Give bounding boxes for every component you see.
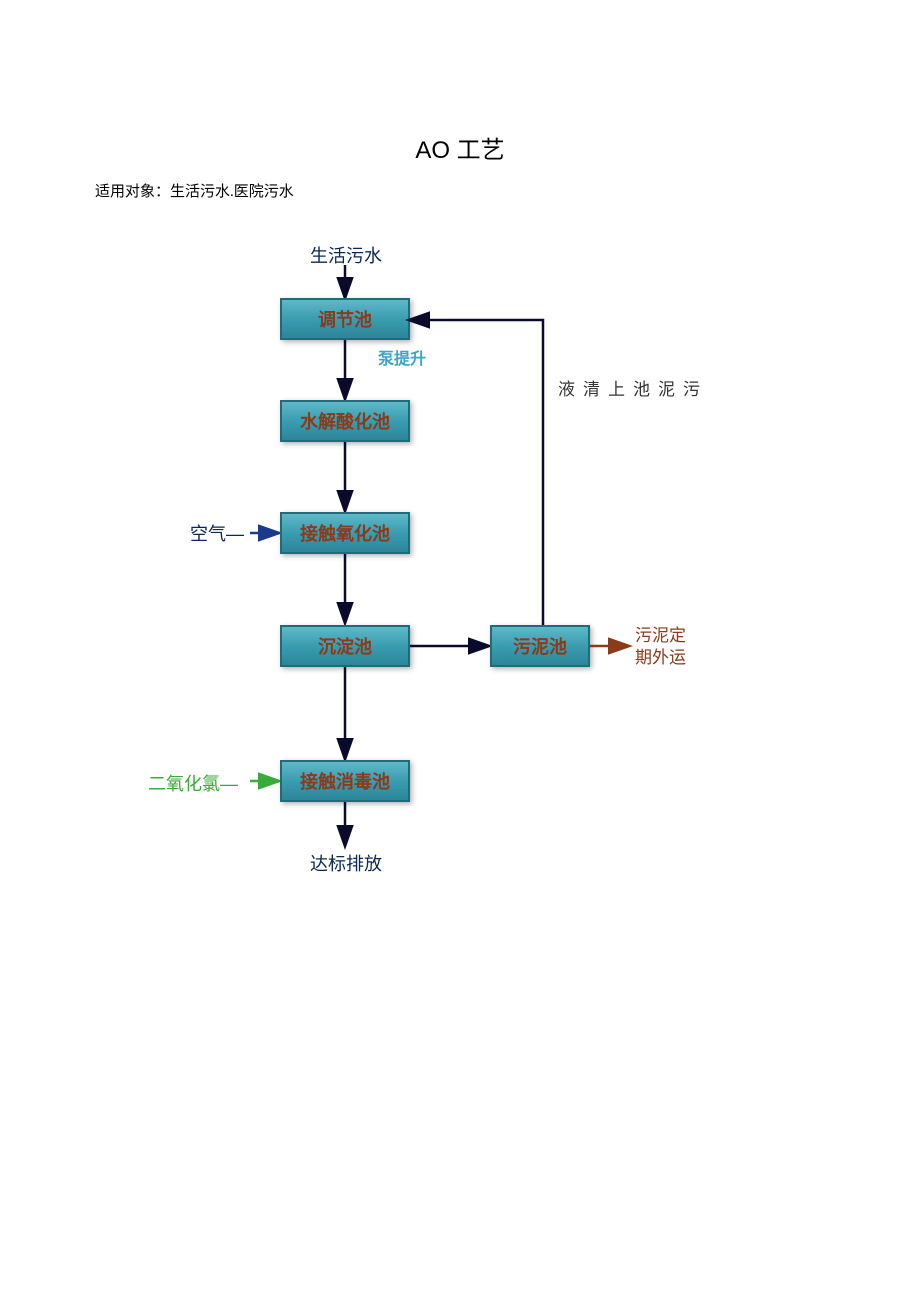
return-label: 污泥池上清液	[552, 380, 702, 399]
arrow-tank4-to-tank5	[343, 667, 347, 760]
arrow-input-to-tank1	[343, 265, 347, 299]
node-tank2: 水解酸化池	[280, 400, 410, 442]
arrow-chlorine	[250, 778, 280, 784]
arrow-tank5-to-output	[343, 802, 347, 847]
arrow-sludge-out	[590, 643, 630, 649]
node-tank4: 沉淀池	[280, 625, 410, 667]
node-tank3: 接触氧化池	[280, 512, 410, 554]
chlorine-label: 二氧化氯—	[148, 770, 238, 796]
sludge-out-label: 污泥定 期外运	[635, 625, 686, 669]
subtitle: 适用对象：生活污水.医院污水	[95, 180, 294, 201]
node-sludge: 污泥池	[490, 625, 590, 667]
node-tank5: 接触消毒池	[280, 760, 410, 802]
arrow-tank4-to-sludge	[410, 643, 490, 649]
output-label: 达标排放	[310, 850, 382, 876]
arrow-air	[250, 530, 280, 536]
page-title: AO 工艺	[0, 130, 920, 165]
arrow-tank1-to-tank2	[343, 340, 347, 400]
return-line	[408, 317, 548, 627]
node-tank1: 调节池	[280, 298, 410, 340]
arrow-tank3-to-tank4	[343, 554, 347, 624]
arrow-tank2-to-tank3	[343, 442, 347, 512]
air-label: 空气—	[190, 520, 244, 546]
